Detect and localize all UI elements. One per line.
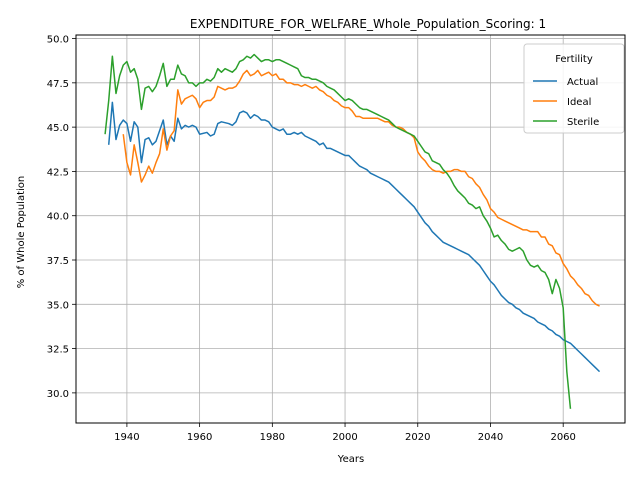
legend-label-sterile: Sterile	[567, 117, 599, 128]
series-line-ideal	[122, 69, 600, 307]
series-line-sterile	[104, 53, 572, 409]
y-tick-label: 42.5	[47, 167, 69, 178]
legend-title: Fertility	[555, 54, 593, 65]
x-tick-label: 1960	[187, 432, 212, 443]
axis-ticks: 1940 1960 1980 2000 2020 2040 2060 30.0 32.5 35.0…	[47, 35, 576, 443]
grid	[76, 35, 625, 423]
x-tick-label: 1980	[260, 432, 285, 443]
y-tick-label: 45.0	[47, 123, 69, 134]
chart-title: EXPENDITURE_FOR_WELFARE_Whole_Population…	[190, 17, 546, 31]
series-lines	[104, 53, 601, 409]
y-tick-label: 50.0	[47, 35, 69, 46]
series-line-actual	[107, 101, 601, 373]
x-tick-label: 2000	[332, 432, 357, 443]
x-tick-label: 2040	[478, 432, 503, 443]
x-tick-label: 1940	[114, 432, 139, 443]
legend-label-actual: Actual	[567, 77, 598, 88]
plot-frame	[75, 34, 626, 424]
y-tick-label: 40.0	[47, 212, 69, 223]
legend-label-ideal: Ideal	[567, 97, 591, 108]
y-tick-label: 30.0	[47, 389, 69, 400]
legend-box	[523, 43, 625, 134]
x-axis-title: Years	[337, 454, 364, 465]
y-tick-label: 37.5	[47, 256, 69, 267]
x-tick-label: 2060	[550, 432, 575, 443]
x-tick-label: 2020	[405, 432, 430, 443]
y-axis-title: % of Whole Population	[16, 176, 27, 289]
legend: Fertility Actual Ideal Sterile	[523, 43, 625, 134]
y-tick-label: 32.5	[47, 345, 69, 356]
y-tick-label: 47.5	[47, 79, 69, 90]
y-tick-label: 35.0	[47, 300, 69, 311]
